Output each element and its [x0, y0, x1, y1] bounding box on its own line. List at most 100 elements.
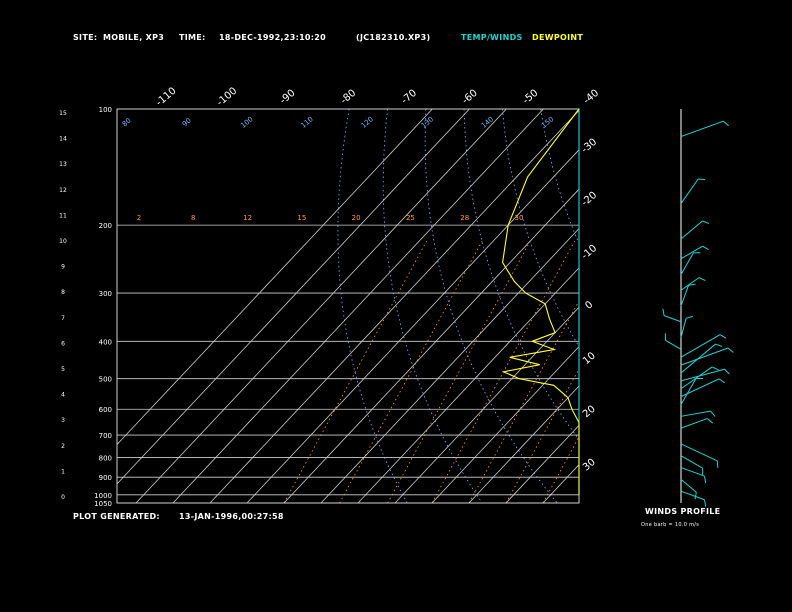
plot-generated-label: PLOT GENERATED: — [73, 512, 160, 521]
wind-barb — [680, 368, 725, 382]
isotherm-label-top: -100 — [215, 86, 239, 109]
wind-barb-flag — [710, 410, 716, 417]
dry-adiabat-label: 80 — [121, 117, 133, 129]
dry-adiabat-curve — [502, 108, 579, 346]
wind-barb — [680, 252, 694, 275]
dry-adiabat-curve — [463, 108, 578, 438]
mixing-ratio-line — [387, 240, 531, 504]
isotherm-line — [283, 188, 580, 504]
mixing-ratio-line — [505, 368, 580, 504]
plot-border — [116, 108, 580, 504]
height-tick-label: 10 — [59, 238, 67, 245]
sounding-series-layer — [501, 108, 580, 495]
pressure-tick-label: 400 — [99, 338, 112, 346]
dry-adiabat-label: 140 — [480, 115, 495, 130]
height-tick-label: 11 — [59, 212, 67, 219]
dry-adiabat-label: 150 — [540, 115, 555, 130]
dry-adiabat-curve — [337, 108, 408, 504]
wind-barb-flag — [719, 334, 727, 339]
mixing-ratio-label: 8 — [191, 214, 195, 222]
isotherm-line — [246, 149, 580, 504]
isotherm-layer — [116, 108, 580, 504]
isotherm-label-right: 30 — [581, 457, 598, 474]
dry-adiabat-label: 90 — [181, 117, 193, 129]
wind-barb-flag — [686, 315, 694, 319]
mixing-ratio-layer — [283, 240, 580, 504]
pressure-tick-label: 1000 — [94, 492, 112, 500]
wind-barb-flag — [703, 476, 707, 484]
isotherm-label-top: -110 — [154, 86, 178, 109]
wind-barb-flag — [722, 120, 729, 127]
wind-barb-flag — [694, 492, 697, 500]
wind-barb — [663, 315, 682, 323]
isotherm-label-right: -20 — [580, 190, 600, 209]
height-tick-label: 4 — [61, 392, 65, 399]
dry-adiabat-label: 130 — [420, 115, 435, 130]
height-tick-label: 8 — [61, 289, 65, 296]
wind-barb — [680, 120, 724, 138]
pressure-tick-label: 800 — [99, 454, 112, 462]
wind-barb-flag — [702, 245, 709, 251]
wind-barb — [680, 478, 697, 493]
mixing-ratio-label: 12 — [243, 214, 252, 222]
wind-barb-flag — [703, 499, 707, 507]
mixing-ratio-label: 25 — [406, 214, 415, 222]
isotherm-line — [116, 108, 433, 445]
wind-barb — [680, 245, 703, 260]
time-value: 18-DEC-1992,23:10:20 — [219, 33, 327, 42]
winds-profile-panel — [662, 109, 734, 507]
legend-dewpoint: DEWPOINT — [532, 33, 584, 42]
pressure-tick-label: 1050 — [94, 500, 112, 508]
height-tick-label: 9 — [61, 264, 65, 271]
wind-barb — [680, 343, 716, 374]
isotherm-label-top: -70 — [399, 88, 419, 107]
wind-barb — [680, 178, 699, 204]
isotherm-label-top: -80 — [339, 88, 359, 107]
isotherm-line — [468, 385, 580, 504]
mixing-ratio-line — [283, 240, 427, 504]
isotherm-label-top: -50 — [521, 88, 541, 107]
height-tick-label: 12 — [59, 187, 67, 194]
isotherm-line — [542, 464, 580, 504]
wind-barb — [680, 366, 713, 390]
height-tick-label: 1 — [61, 468, 65, 475]
pressure-tick-label: 700 — [99, 432, 112, 440]
height-tick-label: 0 — [61, 494, 65, 501]
dry-adiabat-curve — [424, 108, 558, 504]
isotherm-line — [172, 108, 544, 504]
wind-barb-flag — [688, 283, 696, 286]
isotherm-line — [135, 108, 507, 504]
wind-barb — [680, 334, 721, 358]
isotherm-line — [357, 267, 580, 504]
wind-barb — [680, 347, 729, 366]
time-label: TIME: — [179, 33, 206, 42]
isotherm-label-right: -30 — [580, 137, 600, 156]
mixing-ratio-label: 28 — [460, 214, 469, 222]
height-tick-label: 3 — [61, 417, 65, 424]
height-tick-label: 13 — [59, 161, 67, 168]
pressure-tick-label: 100 — [99, 106, 112, 114]
height-tick-label: 5 — [61, 366, 65, 373]
wind-barb-flag — [718, 378, 726, 384]
wind-barb — [680, 285, 689, 307]
isotherm-label-right: -10 — [580, 243, 600, 262]
isotherm-label-top: -90 — [278, 88, 298, 107]
wind-barb-flag — [724, 368, 730, 375]
wind-barb — [680, 455, 703, 469]
wind-barb — [680, 410, 711, 417]
wind-barb-flag — [715, 343, 723, 347]
pressure-tick-label: 500 — [99, 376, 112, 384]
chart-frame — [116, 108, 580, 504]
wind-barb-flag — [698, 178, 706, 181]
plot-generated-value: 13-JAN-1996,00:27:58 — [179, 512, 284, 521]
mixing-ratio-label: 30 — [515, 214, 524, 222]
isotherm-label-right: 10 — [581, 350, 598, 367]
pressure-tick-label: 900 — [99, 474, 112, 482]
height-tick-label: 2 — [61, 443, 65, 450]
dry-adiabat-layer — [337, 108, 579, 504]
winds-profile-scale: One barb = 10.0 m/s — [641, 522, 700, 528]
isotherm-line — [116, 108, 470, 485]
wind-barb-flag — [711, 366, 719, 371]
isotherm-line — [320, 228, 580, 504]
